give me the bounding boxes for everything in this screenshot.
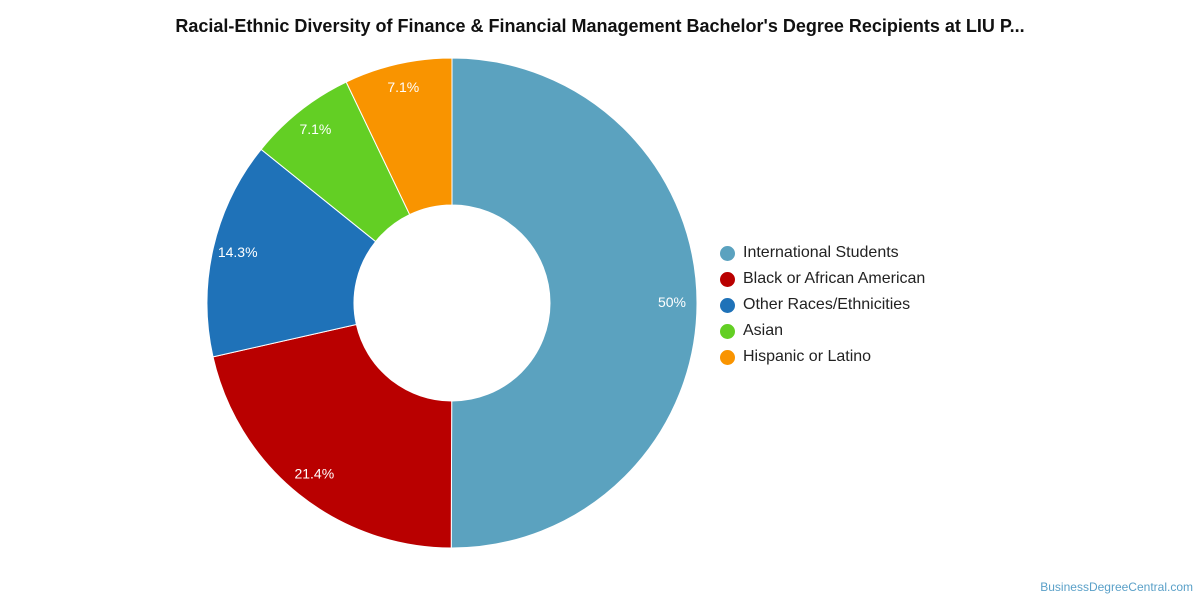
legend-label: Black or African American — [743, 270, 926, 287]
legend-label: Hispanic or Latino — [743, 348, 872, 365]
legend: International Students Black or African A… — [720, 240, 925, 370]
legend-item: Other Races/Ethnicities — [720, 292, 925, 318]
chart-title: Racial-Ethnic Diversity of Finance & Fin… — [175, 16, 1025, 36]
legend-label: Asian — [743, 322, 784, 339]
slice-black-or-african-american — [212, 323, 453, 549]
legend-swatch — [720, 245, 735, 261]
legend-item: Hispanic or Latino — [720, 344, 925, 370]
slice-hispanic-or-latino — [345, 57, 453, 216]
slice-label: 7.1% — [387, 79, 419, 95]
slice-label: 14.3% — [218, 244, 258, 260]
slice-international-students — [450, 57, 698, 549]
slice-label: 7.1% — [299, 121, 331, 137]
legend-item: Asian — [720, 318, 925, 344]
legend-label: Other Races/Ethnicities — [743, 296, 911, 313]
legend-label: International Students — [743, 244, 899, 261]
slice-labels-group: 50% 21.4% 14.3% 7.1% 7.1% — [218, 79, 686, 481]
slices-group — [206, 57, 698, 549]
legend-swatch — [720, 271, 735, 287]
legend-swatch — [720, 323, 735, 339]
slice-other-races-ethnicities — [206, 148, 377, 358]
legend-swatch — [720, 297, 735, 313]
slice-label: 50% — [658, 294, 686, 310]
legend-item: Black or African American — [720, 266, 925, 292]
legend-swatch — [720, 349, 735, 365]
legend-item: International Students — [720, 240, 925, 266]
watermark: BusinessDegreeCentral.com — [1040, 580, 1193, 594]
slice-label: 21.4% — [294, 465, 334, 481]
